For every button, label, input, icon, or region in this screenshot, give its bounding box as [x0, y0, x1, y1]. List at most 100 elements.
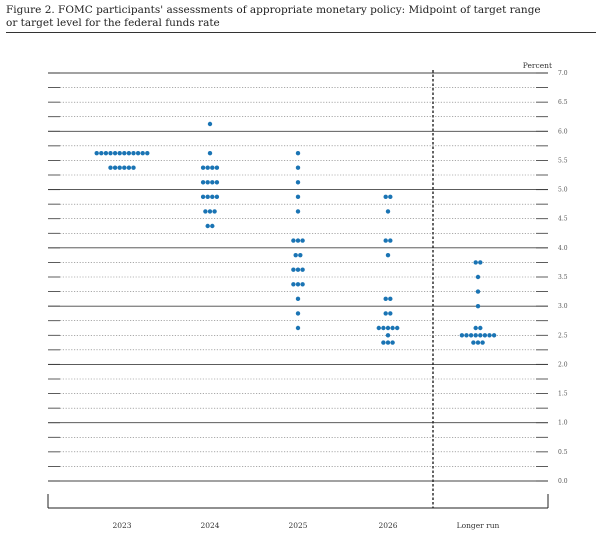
y-tick-label: 2.5	[558, 332, 568, 339]
dot-point	[388, 311, 393, 316]
dot-point	[475, 303, 481, 309]
dot-point	[212, 209, 217, 214]
dot-point	[145, 150, 150, 156]
dot-point	[475, 289, 481, 294]
dot-point	[210, 180, 215, 185]
dot-point	[385, 325, 391, 331]
dot-point	[478, 333, 483, 338]
dot-point	[295, 238, 301, 243]
dot-point	[473, 260, 478, 265]
title-rule	[6, 32, 596, 33]
dot-point	[205, 223, 210, 229]
dot-point	[122, 150, 127, 156]
dot-point	[385, 252, 391, 258]
dot-point	[295, 194, 301, 200]
dot-point	[459, 333, 465, 338]
y-tick-label: 7.0	[558, 70, 568, 77]
dot-point	[291, 267, 296, 272]
y-tick-label: 5.5	[558, 157, 568, 164]
dot-point	[295, 325, 301, 331]
y-tick-label: 6.0	[558, 128, 568, 135]
y-tick-label: 4.0	[558, 245, 568, 252]
dot-point	[491, 333, 497, 338]
y-tick-label: 1.0	[558, 420, 568, 427]
dot-point	[99, 150, 104, 156]
dot-point	[300, 267, 305, 272]
dot-point	[200, 180, 206, 185]
y-tick-label: 3.5	[558, 274, 568, 281]
dot-point	[383, 311, 388, 316]
dot-point	[385, 340, 391, 345]
dot-point	[480, 340, 485, 345]
y-tick-label: 0.0	[558, 478, 568, 485]
dot-point	[383, 238, 388, 243]
y-tick-label: 1.5	[558, 391, 568, 398]
y-tick-label: 6.5	[558, 99, 568, 106]
dot-point	[381, 340, 386, 345]
dot-point	[108, 165, 113, 170]
dot-point	[103, 150, 109, 156]
dot-point	[468, 333, 474, 338]
dot-point	[376, 325, 381, 331]
dot-point	[298, 252, 303, 258]
y-tick-label: 5.0	[558, 187, 568, 194]
dot-point	[200, 194, 206, 200]
grid-layer	[48, 72, 548, 482]
dot-point	[108, 150, 113, 156]
dot-point	[478, 260, 483, 265]
axes-layer: 0.0 0.5 1.0 1.5 2.0 2.5 3.0 3.5 4.0 4.5 5.0 5.5 6.0 6…	[47, 70, 568, 530]
dot-point	[295, 267, 301, 272]
dot-point	[210, 165, 215, 170]
dot-point	[205, 194, 210, 200]
dot-point	[203, 209, 208, 214]
dot-point	[295, 150, 301, 156]
dot-point	[207, 150, 213, 156]
dot-point	[475, 340, 481, 345]
dots-layer	[94, 121, 497, 345]
dot-point	[390, 340, 395, 345]
dot-point	[295, 282, 301, 287]
dot-point	[388, 194, 393, 200]
dot-point	[126, 165, 132, 170]
dot-point	[475, 274, 481, 280]
dot-point	[112, 165, 118, 170]
dot-point	[131, 165, 136, 170]
y-axis-title: Percent	[523, 61, 552, 70]
y-tick-label: 2.0	[558, 361, 568, 368]
dot-point	[300, 282, 305, 287]
dot-point	[117, 165, 122, 170]
dot-point	[473, 333, 478, 338]
dot-point	[295, 311, 301, 316]
dot-point	[94, 150, 99, 156]
dot-point	[388, 238, 393, 243]
dot-point	[478, 325, 483, 331]
dot-point	[210, 223, 215, 229]
x-category-label: 2026	[378, 521, 397, 530]
dot-point	[126, 150, 132, 156]
x-category-label: 2024	[200, 521, 219, 530]
dot-point	[295, 165, 301, 170]
dot-point	[395, 325, 400, 331]
figure-title-line-1: Figure 2. FOMC participants' assessments…	[6, 4, 541, 16]
dot-point	[112, 150, 118, 156]
dot-point	[214, 180, 220, 185]
dot-point	[385, 333, 391, 338]
y-tick-label: 0.5	[558, 449, 568, 456]
y-tick-label: 4.5	[558, 216, 568, 223]
x-category-label: 2023	[112, 521, 131, 530]
dot-point	[381, 325, 386, 331]
dot-point	[295, 209, 301, 214]
x-category-label: 2025	[288, 521, 307, 530]
dot-point	[122, 165, 127, 170]
dot-point	[464, 333, 469, 338]
dot-point	[214, 194, 220, 200]
dot-point	[388, 296, 393, 302]
dot-point	[140, 150, 145, 156]
dot-point	[473, 325, 478, 331]
dot-point	[131, 150, 136, 156]
dot-point	[117, 150, 122, 156]
dot-point	[295, 180, 301, 185]
dot-point	[293, 252, 298, 258]
dot-point	[390, 325, 395, 331]
